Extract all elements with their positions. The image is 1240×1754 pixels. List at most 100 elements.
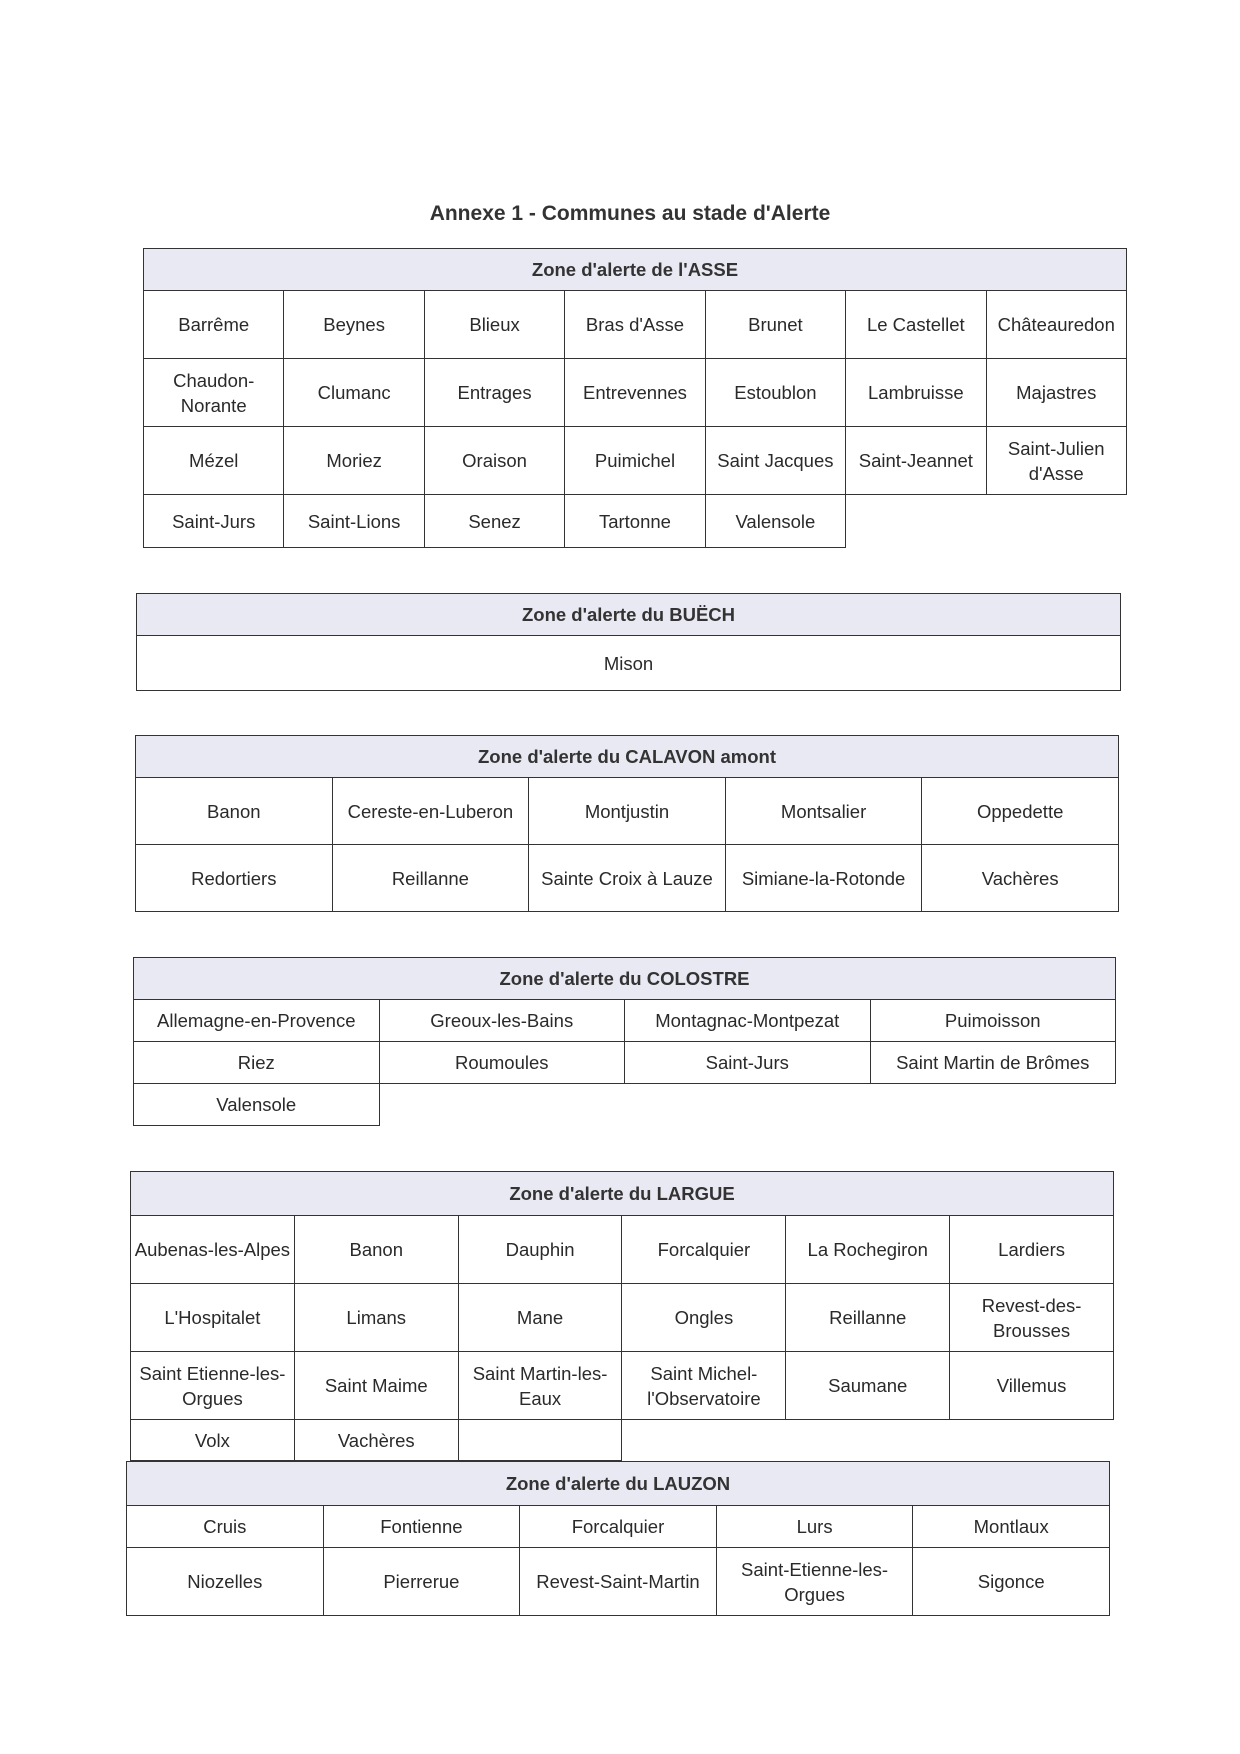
commune-cell: Saint Etienne-les-Orgues bbox=[130, 1351, 295, 1420]
table-row: Cruis Fontienne Forcalquier Lurs Montlaux bbox=[126, 1505, 1110, 1548]
commune-cell: Saint Michel-l'Observatoire bbox=[621, 1351, 787, 1420]
commune-cell: Beynes bbox=[283, 290, 425, 359]
commune-cell: Bras d'Asse bbox=[564, 290, 706, 359]
commune-cell: Oraison bbox=[423, 426, 566, 495]
commune-cell: Reillanne bbox=[785, 1283, 951, 1352]
table-row: Mison bbox=[136, 635, 1121, 691]
empty-space bbox=[986, 495, 1126, 548]
commune-cell: La Rochegiron bbox=[785, 1215, 951, 1284]
commune-cell: Valensole bbox=[133, 1083, 380, 1126]
commune-cell: Saumane bbox=[785, 1351, 951, 1420]
commune-cell: Saint Martin de Brômes bbox=[869, 1041, 1116, 1084]
table-row: Mézel Moriez Oraison Puimichel Saint Jacques… bbox=[142, 426, 1127, 495]
commune-cell: Greoux-les-Bains bbox=[378, 999, 625, 1042]
commune-cell: Montagnac-Montpezat bbox=[624, 999, 871, 1042]
commune-cell: Entrevennes bbox=[564, 358, 706, 427]
empty-space bbox=[625, 1084, 871, 1126]
commune-cell: Montjustin bbox=[528, 777, 726, 845]
commune-cell: Villemus bbox=[949, 1351, 1115, 1420]
commune-cell: Montsalier bbox=[724, 777, 923, 845]
commune-cell: Banon bbox=[293, 1215, 459, 1284]
commune-cell: Estoublon bbox=[704, 358, 847, 427]
table-row: Allemagne-en-Provence Greoux-les-Bains Mon… bbox=[133, 999, 1116, 1042]
commune-cell: Montlaux bbox=[912, 1505, 1110, 1548]
empty-space bbox=[379, 1084, 625, 1126]
commune-cell: Saint-Lions bbox=[283, 494, 425, 548]
commune-cell: Sainte Croix à Lauze bbox=[528, 844, 726, 912]
commune-cell: Saint-Julien d'Asse bbox=[985, 426, 1127, 495]
commune-cell: Mézel bbox=[142, 426, 285, 495]
commune-cell: Saint-Etienne-les-Orgues bbox=[715, 1547, 914, 1616]
zone-heading: Zone d'alerte du BUËCH bbox=[136, 593, 1121, 636]
commune-cell: Niozelles bbox=[126, 1547, 324, 1616]
commune-cell: Pierrerue bbox=[322, 1547, 521, 1616]
commune-cell: Banon bbox=[135, 777, 333, 845]
zone-table: Zone d'alerte de l'ASSE Barrême Beynes Blie… bbox=[142, 248, 1127, 548]
commune-cell: Majastres bbox=[985, 358, 1127, 427]
zone-heading: Zone d'alerte de l'ASSE bbox=[143, 248, 1127, 291]
commune-cell: Riez bbox=[133, 1041, 380, 1084]
commune-cell: Sigonce bbox=[912, 1547, 1110, 1616]
zone-heading: Zone d'alerte du CALAVON amont bbox=[135, 735, 1119, 778]
commune-cell: Lambruisse bbox=[845, 358, 987, 427]
table-row: Saint-Jurs Saint-Lions Senez Tartonne Valens… bbox=[142, 494, 1127, 548]
table-row: L'Hospitalet Limans Mane Ongles Reillanne Rev… bbox=[130, 1283, 1115, 1352]
table-row: Riez Roumoules Saint-Jurs Saint Martin de B… bbox=[133, 1041, 1116, 1084]
empty-space bbox=[786, 1420, 950, 1461]
commune-cell: Moriez bbox=[283, 426, 425, 495]
commune-cell: Fontienne bbox=[322, 1505, 521, 1548]
commune-cell: Mison bbox=[136, 635, 1121, 691]
commune-cell: Forcalquier bbox=[621, 1215, 787, 1284]
commune-cell: Puimichel bbox=[564, 426, 706, 495]
zone-table: Zone d'alerte du BUËCH Mison bbox=[136, 593, 1121, 691]
commune-cell: Redortiers bbox=[135, 844, 333, 912]
commune-cell: Saint-Jeannet bbox=[845, 426, 987, 495]
commune-cell: Limans bbox=[293, 1283, 459, 1352]
commune-cell: Ongles bbox=[621, 1283, 787, 1352]
commune-cell: Forcalquier bbox=[519, 1505, 717, 1548]
commune-cell: Cruis bbox=[126, 1505, 324, 1548]
commune-cell: Volx bbox=[130, 1419, 295, 1461]
commune-cell: Tartonne bbox=[564, 494, 706, 548]
table-row: Chaudon-Norante Clumanc Entrages Entrevenne… bbox=[142, 358, 1127, 427]
commune-cell: Dauphin bbox=[457, 1215, 623, 1284]
zone-table: Zone d'alerte du CALAVON amont Banon Ceres… bbox=[135, 735, 1119, 912]
commune-cell: Mane bbox=[457, 1283, 623, 1352]
commune-cell: Vachères bbox=[921, 844, 1119, 912]
zone-heading: Zone d'alerte du LARGUE bbox=[129, 1171, 1115, 1216]
commune-cell: Saint-Jurs bbox=[624, 1041, 871, 1084]
commune-cell: Valensole bbox=[704, 494, 847, 548]
commune-cell: Revest-des-Brousses bbox=[949, 1283, 1115, 1352]
table-row: Redortiers Reillanne Sainte Croix à Lauze S… bbox=[135, 844, 1119, 912]
commune-cell: Saint Martin-les-Eaux bbox=[457, 1351, 623, 1420]
table-row: Banon Cereste-en-Luberon Montjustin Montsal… bbox=[135, 777, 1119, 845]
commune-cell: Brunet bbox=[704, 290, 847, 359]
commune-cell: Senez bbox=[423, 494, 566, 548]
commune-cell: Allemagne-en-Provence bbox=[133, 999, 380, 1042]
empty-space bbox=[950, 1420, 1114, 1461]
table-row: Valensole bbox=[133, 1083, 1116, 1126]
commune-cell: Clumanc bbox=[283, 358, 425, 427]
commune-cell: Puimoisson bbox=[869, 999, 1116, 1042]
table-row: Saint Etienne-les-Orgues Saint Maime Saint… bbox=[130, 1351, 1115, 1420]
commune-cell: Reillanne bbox=[331, 844, 530, 912]
empty-space bbox=[622, 1420, 786, 1461]
commune-cell: Châteauredon bbox=[985, 290, 1127, 359]
commune-cell: Blieux bbox=[423, 290, 566, 359]
page-title: Annexe 1 - Communes au stade d'Alerte bbox=[429, 202, 831, 225]
table-row: Niozelles Pierrerue Revest-Saint-Martin Sai… bbox=[126, 1547, 1110, 1616]
commune-cell: Saint-Jurs bbox=[142, 494, 285, 548]
commune-cell: Lurs bbox=[715, 1505, 914, 1548]
table-row: Volx Vachères bbox=[130, 1419, 1114, 1461]
commune-cell: Oppedette bbox=[921, 777, 1119, 845]
commune-cell bbox=[457, 1419, 623, 1461]
commune-cell: Cereste-en-Luberon bbox=[331, 777, 530, 845]
commune-cell: Revest-Saint-Martin bbox=[519, 1547, 717, 1616]
commune-cell: Saint Jacques bbox=[704, 426, 847, 495]
zone-table: Zone d'alerte du LAUZON Cruis Fontienne For… bbox=[126, 1461, 1110, 1616]
commune-cell: Simiane-la-Rotonde bbox=[724, 844, 923, 912]
commune-cell: Lardiers bbox=[949, 1215, 1115, 1284]
table-row: Aubenas-les-Alpes Banon Dauphin Forcalquier… bbox=[130, 1215, 1115, 1284]
commune-cell: Barrême bbox=[142, 290, 285, 359]
commune-cell: L'Hospitalet bbox=[130, 1283, 295, 1352]
